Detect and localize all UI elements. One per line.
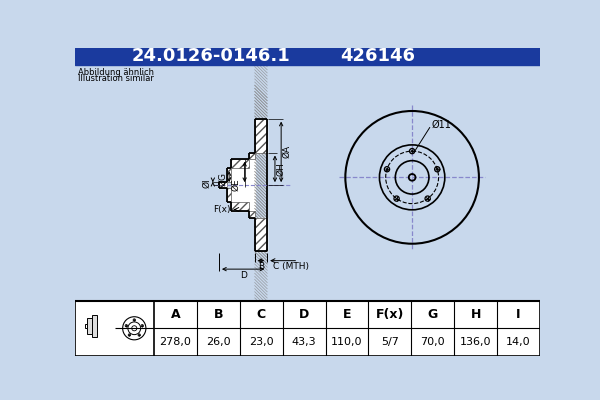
Bar [227, 188, 232, 202]
Text: F(x): F(x) [376, 308, 404, 321]
Bar [255, 218, 267, 252]
Bar [87, 318, 92, 334]
Text: 24.0126-0146.1: 24.0126-0146.1 [131, 48, 290, 66]
Text: ØH: ØH [277, 162, 286, 176]
Text: Ø11: Ø11 [431, 120, 451, 130]
Text: ØI: ØI [202, 178, 211, 188]
Text: 110,0: 110,0 [331, 337, 363, 347]
Text: C (MTH): C (MTH) [274, 262, 310, 271]
Text: 278,0: 278,0 [160, 337, 191, 347]
Bar [75, 48, 540, 65]
Bar [255, 218, 267, 252]
Bar [248, 211, 255, 218]
Text: 23,0: 23,0 [249, 337, 274, 347]
Text: I: I [517, 308, 521, 321]
Text: Illustration similar: Illustration similar [78, 74, 154, 83]
Bar [232, 202, 248, 211]
Text: F(x): F(x) [213, 205, 230, 214]
Text: 426146: 426146 [340, 48, 415, 66]
Bar [248, 152, 255, 159]
Text: 14,0: 14,0 [506, 337, 531, 347]
Text: H: H [470, 308, 481, 321]
Bar [75, 300, 540, 356]
Bar [219, 182, 227, 188]
Text: 43,3: 43,3 [292, 337, 316, 347]
Bar [232, 159, 255, 211]
Text: ØA: ØA [283, 145, 292, 158]
Text: B: B [258, 262, 264, 271]
Text: ØG: ØG [218, 172, 227, 186]
Bar [227, 168, 232, 182]
Bar [255, 119, 267, 152]
Bar [85, 324, 87, 328]
Text: G: G [428, 308, 438, 321]
Bar [219, 182, 227, 188]
Bar [232, 159, 248, 168]
Text: 5/7: 5/7 [381, 337, 399, 347]
Text: 70,0: 70,0 [421, 337, 445, 347]
Text: B: B [214, 308, 223, 321]
Text: A: A [170, 308, 181, 321]
Text: ØE: ØE [232, 179, 241, 191]
Text: 136,0: 136,0 [460, 337, 491, 347]
Bar [92, 315, 97, 337]
Text: C: C [257, 308, 266, 321]
Text: Abbildung ähnlich: Abbildung ähnlich [78, 68, 154, 77]
Text: D: D [299, 308, 309, 321]
Text: E: E [343, 308, 351, 321]
Text: 26,0: 26,0 [206, 337, 230, 347]
Bar [255, 119, 267, 152]
Text: D: D [239, 271, 247, 280]
